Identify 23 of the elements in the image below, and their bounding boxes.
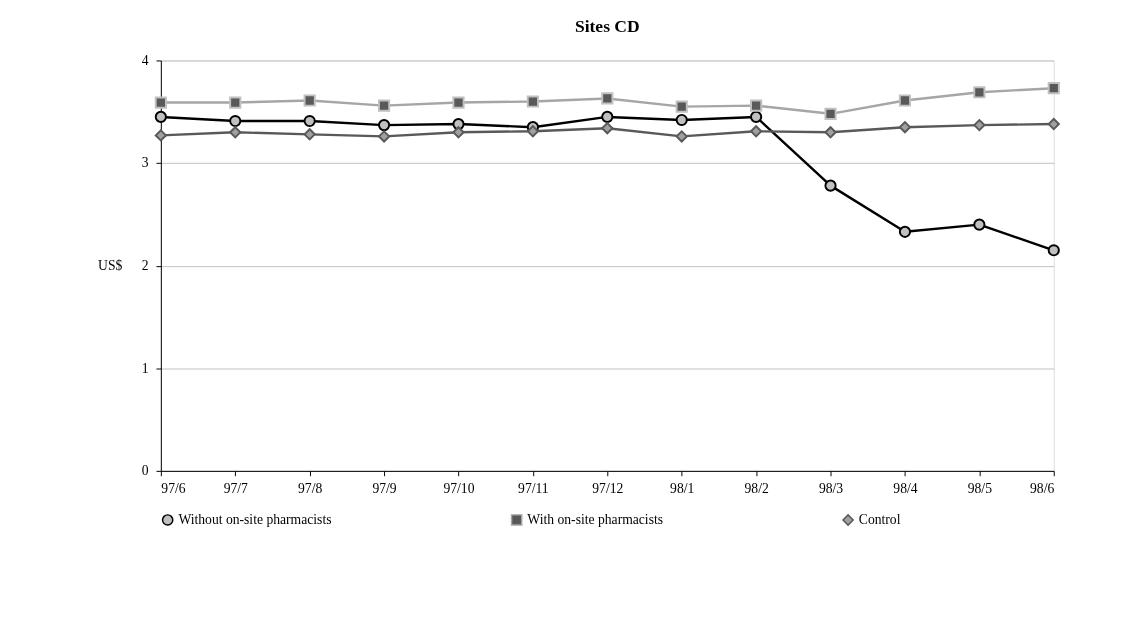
chart-title: Sites CD xyxy=(574,16,640,37)
y-tick-label: 3 xyxy=(141,155,149,171)
x-tick-label: 97/10 xyxy=(443,480,475,496)
x-tick-label: 98/2 xyxy=(744,480,769,496)
x-tick-label: 97/6 xyxy=(161,480,186,496)
x-tick-label: 98/4 xyxy=(893,480,918,496)
x-tick-label: 97/12 xyxy=(592,480,624,496)
x-tick-label: 98/5 xyxy=(967,480,993,496)
x-tick-label: 98/6 xyxy=(1030,480,1055,496)
y-tick-label: 1 xyxy=(141,360,149,376)
legend-label: Control xyxy=(858,511,901,527)
y-axis-title: US$ xyxy=(98,257,123,273)
y-tick-label: 4 xyxy=(141,52,149,68)
x-tick-label: 97/9 xyxy=(372,480,397,496)
x-tick-label: 97/11 xyxy=(518,480,549,496)
y-tick-label: 2 xyxy=(141,258,149,274)
y-tick-label: 0 xyxy=(141,463,149,479)
x-tick-label: 98/1 xyxy=(670,480,695,496)
x-tick-label: 97/8 xyxy=(298,480,323,496)
legend-label: Without on-site pharmacists xyxy=(178,511,332,527)
legend-label: With on-site pharmacists xyxy=(527,511,664,527)
x-tick-label: 98/3 xyxy=(818,480,844,496)
x-tick-label: 97/7 xyxy=(223,480,249,496)
